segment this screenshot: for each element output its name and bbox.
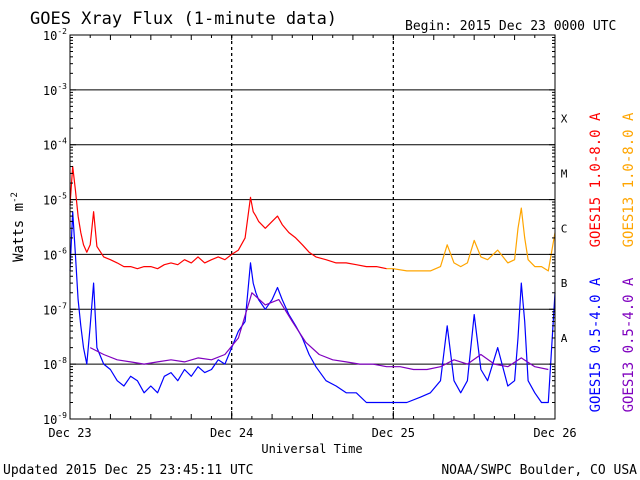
y-axis-ticks: 10-210-310-410-510-610-710-810-9 [43, 27, 555, 427]
y-tick-label: 10-8 [43, 356, 67, 372]
flare-class-label: M [561, 167, 568, 180]
y-tick-exponent: -5 [57, 192, 67, 201]
x-tick-label: Dec 25 [372, 426, 415, 440]
flare-class-label: B [561, 277, 568, 290]
y-tick-label: 10-4 [43, 137, 67, 153]
y-tick-base: 10 [43, 303, 57, 317]
y-tick-label: 10-6 [43, 246, 67, 262]
updated-timestamp: Updated 2015 Dec 25 23:45:11 UTC [3, 463, 253, 478]
begin-label: Begin: 2015 Dec 23 0000 UTC [405, 19, 616, 34]
series-layer [69, 165, 556, 404]
y-tick-label: 10-5 [43, 192, 67, 208]
legend: GOES15 1.0-8.0 A GOES13 1.0-8.0 A GOES15 0… [588, 112, 637, 412]
grid-layer [70, 35, 555, 419]
y-tick-exponent: -2 [57, 27, 67, 36]
y-tick-base: 10 [43, 84, 57, 98]
y-axis-label-exponent: -2 [10, 192, 20, 203]
y-tick-exponent: -6 [57, 246, 67, 255]
y-tick-base: 10 [43, 194, 57, 208]
y-tick-label: 10-2 [43, 27, 67, 43]
y-tick-base: 10 [43, 29, 57, 43]
series-line [69, 165, 387, 270]
y-tick-exponent: -4 [57, 137, 67, 146]
series-line [69, 211, 556, 404]
y-axis-label-text: Watts m [11, 203, 27, 262]
y-tick-base: 10 [43, 248, 57, 262]
x-tick-label: Dec 23 [48, 426, 91, 440]
legend-item: GOES15 0.5-4.0 A [588, 277, 604, 412]
chart-title: GOES Xray Flux (1-minute data) [30, 9, 337, 29]
y-tick-exponent: -7 [57, 301, 67, 310]
flare-class-label: C [561, 222, 568, 235]
y-tick-base: 10 [43, 358, 57, 372]
y-tick-label: 10-3 [43, 82, 67, 98]
legend-item: GOES15 1.0-8.0 A [588, 112, 604, 247]
y-tick-exponent: -9 [57, 411, 67, 420]
y-axis-label: Watts m-2 [10, 192, 27, 262]
y-tick-label: 10-9 [43, 411, 67, 427]
series-line [89, 292, 549, 371]
y-tick-base: 10 [43, 413, 57, 427]
flare-class-label: A [561, 332, 568, 345]
y-tick-exponent: -8 [57, 356, 67, 365]
x-axis-ticks: Dec 23 Dec 24 Dec 25 Dec 26 [48, 35, 577, 440]
series-line [386, 207, 556, 272]
legend-item: GOES13 1.0-8.0 A [621, 112, 637, 247]
y-tick-exponent: -3 [57, 82, 67, 91]
x-tick-label: Dec 24 [210, 426, 253, 440]
y-tick-base: 10 [43, 139, 57, 153]
legend-item: GOES13 0.5-4.0 A [621, 277, 637, 412]
flare-class-label: X [561, 113, 568, 126]
x-tick-label: Dec 26 [533, 426, 576, 440]
svg-text:Watts m-2: Watts m-2 [10, 192, 27, 262]
flare-class-labels: X M C B A [561, 113, 568, 345]
credit-label: NOAA/SWPC Boulder, CO USA [441, 463, 637, 478]
x-axis-label: Universal Time [261, 442, 362, 456]
y-tick-label: 10-7 [43, 301, 67, 317]
